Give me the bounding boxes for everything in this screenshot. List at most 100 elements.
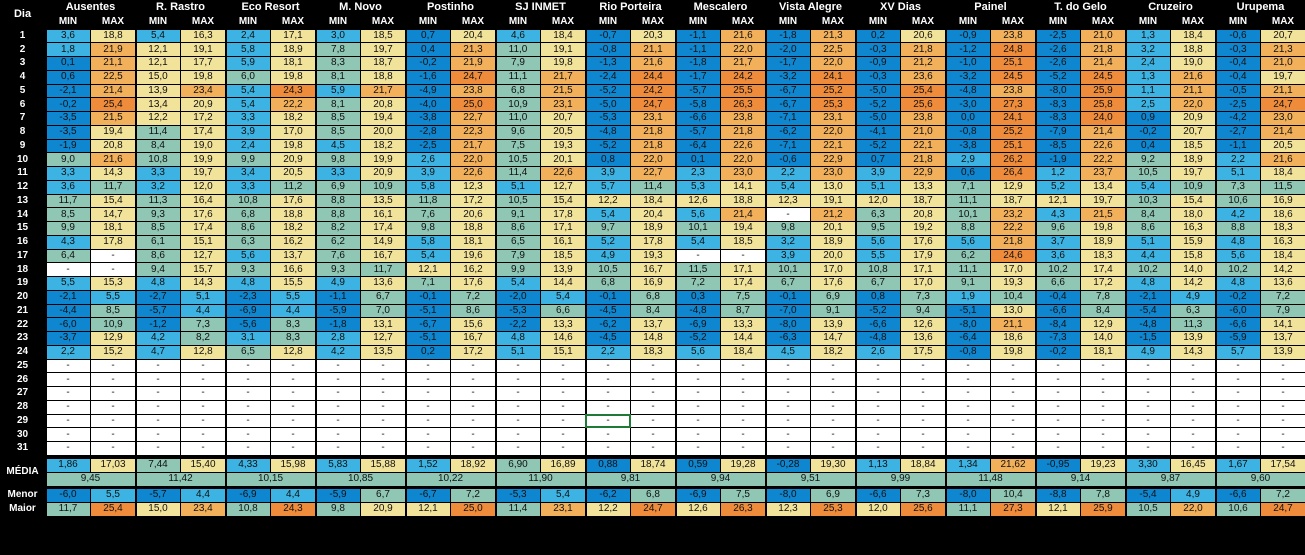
media-min-cell[interactable]: 4,33 — [226, 458, 270, 472]
temperature-cell[interactable]: 23,8 — [991, 29, 1035, 43]
temperature-cell[interactable]: 17,4 — [1081, 263, 1125, 276]
temperature-cell[interactable]: - — [226, 359, 270, 373]
temperature-cell[interactable]: 7,2 — [676, 277, 720, 290]
temperature-cell[interactable]: 8,1 — [316, 70, 360, 84]
temperature-cell[interactable]: 23,1 — [631, 112, 675, 125]
temperature-cell[interactable]: 5,4 — [136, 29, 180, 43]
temperature-cell[interactable]: - — [271, 373, 315, 386]
temperature-cell[interactable]: 24,2 — [721, 70, 765, 84]
temperature-cell[interactable]: 8,3 — [271, 332, 315, 345]
temperature-cell[interactable]: 4,9 — [1126, 345, 1170, 359]
temperature-cell[interactable]: 3,9 — [856, 167, 900, 180]
temperature-cell[interactable]: 20,8 — [361, 98, 405, 111]
temperature-cell[interactable]: - — [811, 373, 855, 386]
temperature-cell[interactable]: -5,3 — [496, 304, 540, 318]
temperature-cell[interactable]: 9,1 — [946, 277, 990, 290]
temperature-cell[interactable]: 21,3 — [811, 29, 855, 43]
temperature-cell[interactable]: 20,5 — [541, 125, 585, 139]
media-max-cell[interactable]: 19,23 — [1081, 458, 1125, 472]
temperature-cell[interactable]: 10,6 — [1216, 194, 1260, 208]
temperature-cell[interactable]: 2,2 — [766, 167, 810, 180]
temperature-cell[interactable]: - — [46, 359, 90, 373]
temperature-cell[interactable]: -8,5 — [1036, 139, 1080, 153]
temperature-cell[interactable]: -5,1 — [406, 332, 450, 345]
temperature-cell[interactable]: 13,6 — [1261, 277, 1305, 290]
temperature-cell[interactable]: 19,3 — [991, 277, 1035, 290]
temperature-cell[interactable]: - — [361, 400, 405, 414]
temperature-cell[interactable]: - — [946, 442, 990, 455]
temperature-cell[interactable]: 13,3 — [901, 180, 945, 194]
temperature-cell[interactable]: 5,6 — [226, 249, 270, 263]
temperature-cell[interactable]: 18,4 — [1261, 249, 1305, 263]
temperature-cell[interactable]: -5,2 — [856, 98, 900, 111]
temperature-cell[interactable]: -1,2 — [136, 318, 180, 331]
temperature-cell[interactable]: 10,1 — [676, 222, 720, 235]
temperature-cell[interactable]: 6,8 — [631, 290, 675, 304]
temperature-cell[interactable]: - — [1036, 387, 1080, 400]
temperature-cell[interactable]: 0,4 — [406, 43, 450, 56]
menor-min-cell[interactable]: -6,7 — [406, 488, 450, 502]
temperature-cell[interactable]: 5,5 — [271, 290, 315, 304]
temperature-cell[interactable]: - — [766, 359, 810, 373]
maior-min-cell[interactable]: 10,6 — [1216, 502, 1260, 516]
temperature-cell[interactable]: 24,7 — [451, 70, 495, 84]
temperature-cell[interactable]: - — [406, 373, 450, 386]
maior-min-cell[interactable]: 10,5 — [1126, 502, 1170, 516]
temperature-cell[interactable]: 6,5 — [496, 235, 540, 249]
temperature-cell[interactable]: 6,2 — [316, 235, 360, 249]
temperature-cell[interactable]: 22,6 — [541, 167, 585, 180]
temperature-cell[interactable]: - — [1171, 414, 1215, 428]
temperature-cell[interactable]: -8,3 — [1036, 112, 1080, 125]
temperature-cell[interactable]: 6,7 — [856, 277, 900, 290]
temperature-cell[interactable]: - — [496, 359, 540, 373]
temperature-cell[interactable]: 10,2 — [1216, 263, 1260, 276]
temperature-cell[interactable]: 18,7 — [901, 194, 945, 208]
temperature-cell[interactable]: 5,4 — [766, 180, 810, 194]
temperature-cell[interactable]: 13,7 — [1261, 332, 1305, 345]
temperature-cell[interactable]: 23,7 — [1081, 167, 1125, 180]
temperature-cell[interactable]: 8,2 — [181, 332, 225, 345]
temperature-cell[interactable]: 18,5 — [721, 235, 765, 249]
temperature-cell[interactable]: -0,4 — [1216, 70, 1260, 84]
temperature-cell[interactable]: - — [451, 442, 495, 455]
temperature-cell[interactable]: 19,4 — [91, 125, 135, 139]
temperature-cell[interactable]: -5,1 — [946, 304, 990, 318]
temperature-cell[interactable]: - — [721, 428, 765, 441]
temperature-cell[interactable]: 17,4 — [361, 222, 405, 235]
temperature-cell[interactable]: 22,7 — [631, 167, 675, 180]
media-max-cell[interactable]: 18,74 — [631, 458, 675, 472]
temperature-cell[interactable]: - — [676, 359, 720, 373]
temperature-cell[interactable]: - — [1171, 428, 1215, 441]
temperature-cell[interactable]: - — [91, 428, 135, 441]
temperature-cell[interactable]: 5,4 — [496, 277, 540, 290]
temperature-cell[interactable]: 18,3 — [631, 345, 675, 359]
temperature-cell[interactable]: 23,1 — [811, 112, 855, 125]
temperature-cell[interactable]: 8,6 — [1126, 222, 1170, 235]
media-min-cell[interactable]: -0,95 — [1036, 458, 1080, 472]
temperature-cell[interactable]: 11,3 — [1171, 318, 1215, 331]
temperature-cell[interactable]: - — [46, 387, 90, 400]
temperature-cell[interactable]: - — [1216, 400, 1260, 414]
temperature-cell[interactable]: 20,1 — [811, 222, 855, 235]
temperature-cell[interactable]: 19,8 — [991, 345, 1035, 359]
temperature-cell[interactable]: 25,9 — [1081, 84, 1125, 98]
temperature-cell[interactable]: 22,0 — [721, 153, 765, 166]
temperature-cell[interactable]: 18,1 — [451, 235, 495, 249]
temperature-cell[interactable]: -8,0 — [946, 318, 990, 331]
menor-max-cell[interactable]: 10,4 — [991, 488, 1035, 502]
temperature-cell[interactable]: 21,2 — [811, 208, 855, 221]
media-max-cell[interactable]: 15,88 — [361, 458, 405, 472]
menor-min-cell[interactable]: -6,2 — [586, 488, 630, 502]
temperature-cell[interactable]: 24,5 — [1081, 70, 1125, 84]
temperature-cell[interactable]: 19,8 — [271, 139, 315, 153]
temperature-cell[interactable]: - — [766, 414, 810, 428]
temperature-cell[interactable]: -6,7 — [766, 98, 810, 111]
temperature-cell[interactable]: - — [1261, 428, 1305, 441]
menor-max-cell[interactable]: 7,8 — [1081, 488, 1125, 502]
temperature-cell[interactable]: 18,8 — [361, 70, 405, 84]
maior-max-cell[interactable]: 24,3 — [271, 502, 315, 516]
temperature-cell[interactable]: 11,4 — [631, 180, 675, 194]
temperature-cell[interactable]: 11,7 — [46, 194, 90, 208]
temperature-cell[interactable]: 13,0 — [811, 180, 855, 194]
temperature-cell[interactable]: -5,2 — [856, 304, 900, 318]
